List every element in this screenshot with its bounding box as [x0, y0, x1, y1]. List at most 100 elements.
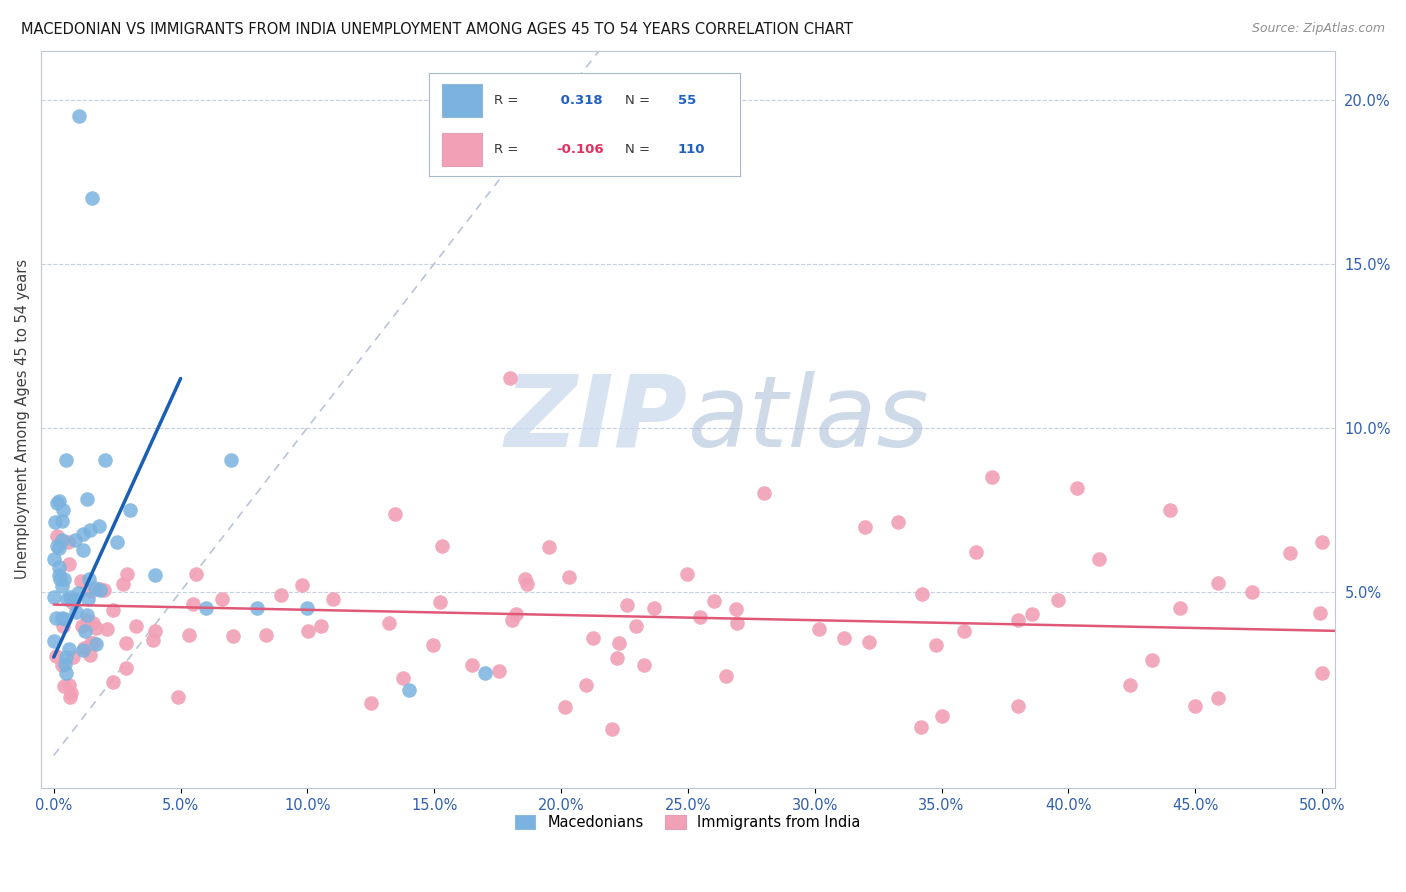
Immigrants from India [115, 566, 138, 581]
Immigrants from India [853, 520, 876, 534]
Macedonians [56, 591, 79, 606]
Macedonians [73, 624, 96, 638]
Immigrants from India [111, 577, 134, 591]
Immigrants from India [125, 618, 148, 632]
Immigrants from India [582, 631, 605, 645]
Immigrants from India [58, 535, 80, 549]
Immigrants from India [211, 592, 233, 607]
Immigrants from India [80, 636, 103, 650]
Macedonians [118, 502, 141, 516]
Macedonians [55, 453, 77, 467]
Immigrants from India [96, 622, 118, 636]
Immigrants from India [101, 674, 124, 689]
Legend: Macedonians, Immigrants from India: Macedonians, Immigrants from India [509, 810, 866, 836]
Macedonians [49, 572, 72, 586]
Immigrants from India [1206, 576, 1229, 591]
Immigrants from India [858, 635, 880, 649]
Immigrants from India [609, 636, 631, 650]
Immigrants from India [79, 583, 101, 598]
Immigrants from India [73, 640, 96, 655]
Macedonians [89, 519, 111, 533]
Immigrants from India [378, 615, 401, 630]
Macedonians [48, 541, 70, 555]
Immigrants from India [93, 582, 115, 597]
Immigrants from India [70, 619, 93, 633]
Macedonians [51, 579, 73, 593]
Immigrants from India [832, 631, 855, 645]
Macedonians [51, 533, 73, 547]
Immigrants from India [222, 629, 245, 643]
Immigrants from India [600, 722, 623, 736]
Macedonians [72, 642, 94, 657]
Immigrants from India [676, 567, 699, 582]
Macedonians [65, 605, 87, 619]
Immigrants from India [505, 607, 527, 621]
Immigrants from India [461, 657, 484, 672]
Immigrants from India [52, 619, 75, 633]
Immigrants from India [254, 628, 277, 642]
Macedonians [55, 666, 77, 681]
Immigrants from India [554, 700, 576, 714]
Macedonians [77, 592, 100, 607]
Immigrants from India [1046, 593, 1069, 607]
Macedonians [194, 601, 217, 615]
Macedonians [79, 572, 101, 586]
Immigrants from India [62, 596, 84, 610]
Macedonians [67, 585, 90, 599]
Immigrants from India [76, 613, 98, 627]
Immigrants from India [166, 690, 188, 704]
Immigrants from India [309, 619, 332, 633]
Immigrants from India [1140, 653, 1163, 667]
Macedonians [63, 591, 86, 606]
Immigrants from India [1007, 699, 1029, 714]
Immigrants from India [143, 624, 166, 639]
Macedonians [80, 191, 103, 205]
Immigrants from India [911, 586, 934, 600]
Immigrants from India [965, 544, 987, 558]
Immigrants from India [808, 622, 831, 636]
Immigrants from India [115, 636, 138, 650]
Y-axis label: Unemployment Among Ages 45 to 54 years: Unemployment Among Ages 45 to 54 years [15, 260, 30, 580]
Macedonians [53, 572, 76, 586]
Immigrants from India [89, 582, 111, 596]
Immigrants from India [291, 578, 314, 592]
Immigrants from India [1241, 585, 1264, 599]
Macedonians [84, 637, 107, 651]
Immigrants from India [429, 595, 451, 609]
Immigrants from India [82, 615, 104, 630]
Immigrants from India [59, 690, 82, 704]
Macedonians [42, 590, 65, 604]
Immigrants from India [689, 610, 711, 624]
Macedonians [44, 634, 66, 648]
Immigrants from India [53, 679, 76, 693]
Immigrants from India [51, 658, 73, 673]
Immigrants from India [45, 648, 67, 663]
Macedonians [51, 611, 73, 625]
Immigrants from India [1159, 502, 1181, 516]
Immigrants from India [270, 588, 292, 602]
Immigrants from India [643, 601, 665, 615]
Macedonians [246, 601, 269, 615]
Macedonians [105, 535, 128, 549]
Immigrants from India [82, 636, 104, 650]
Immigrants from India [101, 603, 124, 617]
Immigrants from India [501, 613, 523, 627]
Text: MACEDONIAN VS IMMIGRANTS FROM INDIA UNEMPLOYMENT AMONG AGES 45 TO 54 YEARS CORRE: MACEDONIAN VS IMMIGRANTS FROM INDIA UNEM… [21, 22, 853, 37]
Immigrants from India [422, 638, 444, 652]
Immigrants from India [1119, 678, 1142, 692]
Immigrants from India [58, 557, 80, 571]
Immigrants from India [1206, 691, 1229, 706]
Immigrants from India [953, 624, 976, 638]
Immigrants from India [63, 593, 86, 607]
Macedonians [79, 523, 101, 537]
Immigrants from India [633, 658, 655, 673]
Macedonians [89, 582, 111, 597]
Immigrants from India [910, 720, 932, 734]
Immigrants from India [499, 371, 522, 385]
Immigrants from India [430, 539, 453, 553]
Immigrants from India [62, 649, 84, 664]
Macedonians [67, 109, 90, 123]
Immigrants from India [981, 470, 1004, 484]
Immigrants from India [931, 709, 953, 723]
Macedonians [55, 649, 77, 664]
